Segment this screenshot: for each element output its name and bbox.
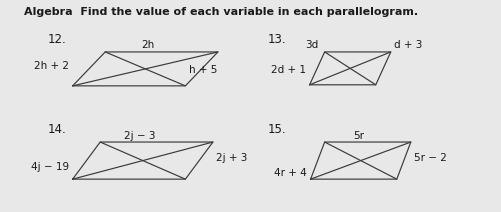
Text: 4j − 19: 4j − 19 [31,162,69,173]
Text: 4r + 4: 4r + 4 [274,168,307,178]
Text: 2j + 3: 2j + 3 [216,153,248,163]
Text: 5r: 5r [353,131,364,141]
Text: 2h + 2: 2h + 2 [34,61,69,71]
Text: 3d: 3d [305,40,318,50]
Text: 2d + 1: 2d + 1 [271,65,306,75]
Text: 12.: 12. [48,33,66,46]
Text: 13.: 13. [268,33,287,46]
Text: Algebra  Find the value of each variable in each parallelogram.: Algebra Find the value of each variable … [24,7,418,17]
Text: 15.: 15. [268,123,287,136]
Text: 14.: 14. [48,123,66,136]
Text: 2h: 2h [141,40,154,50]
Text: d + 3: d + 3 [394,40,423,50]
Text: 2j − 3: 2j − 3 [124,131,155,141]
Text: 5r − 2: 5r − 2 [414,153,447,163]
Text: h + 5: h + 5 [189,65,218,75]
